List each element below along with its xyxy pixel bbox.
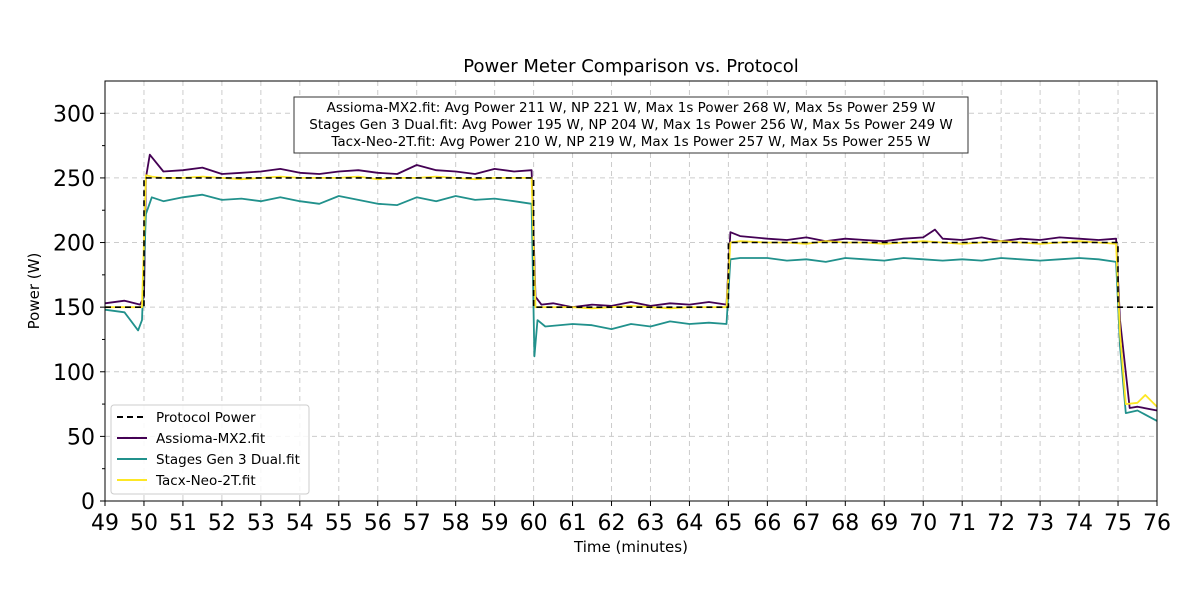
- legend-frame: [110, 404, 310, 495]
- series-line-stages-gen-3-dual-fit: [104, 193, 1158, 422]
- x-tick-label: 64: [675, 511, 703, 536]
- y-tick-label: 50: [67, 425, 95, 450]
- y-tick-label: 250: [53, 167, 95, 192]
- legend: Protocol Power Assioma-MX2.fit Stages Ge…: [110, 404, 310, 495]
- x-tick-label: 65: [714, 511, 742, 536]
- series-lines: [104, 153, 1158, 422]
- x-tick-label: 56: [364, 511, 392, 536]
- x-tick-label: 57: [403, 511, 431, 536]
- x-tick-label: 68: [831, 511, 859, 536]
- y-axis-label: Power (W): [25, 253, 43, 330]
- stats-box-frame: [293, 96, 969, 154]
- y-tick-label: 150: [53, 296, 95, 321]
- x-tick-label: 52: [208, 511, 236, 536]
- x-tick-label: 58: [442, 511, 470, 536]
- x-tick-label: 51: [169, 511, 197, 536]
- stats-box: Assioma-MX2.fit: Avg Power 211 W, NP 221…: [293, 96, 969, 154]
- x-tick-label: 67: [792, 511, 820, 536]
- x-axis-label: Time (minutes): [573, 538, 688, 556]
- x-tick-label: 69: [870, 511, 898, 536]
- y-tick-label: 300: [53, 102, 95, 127]
- x-tick-label: 72: [987, 511, 1015, 536]
- x-tick-label: 55: [325, 511, 353, 536]
- axis-ticks: 49 50 51 52 53 54 55 56 57 58 59 60 61 62 63 64 65 66 67 68…: [53, 102, 1171, 536]
- plot-area-frame: [104, 80, 1158, 502]
- legend-label-stages: Stages Gen 3 Dual.fit: [156, 452, 300, 468]
- x-tick-label: 74: [1065, 511, 1093, 536]
- y-tick-label: 100: [53, 361, 95, 386]
- y-tick-label: 0: [81, 490, 95, 515]
- stats-line-assioma: Assioma-MX2.fit: Avg Power 211 W, NP 221…: [327, 100, 936, 116]
- x-tick-label: 62: [598, 511, 626, 536]
- x-tick-label: 71: [948, 511, 976, 536]
- series-line-protocol-power: [105, 177, 1157, 309]
- x-tick-label: 66: [753, 511, 781, 536]
- x-tick-label: 59: [481, 511, 509, 536]
- x-tick-label: 63: [636, 511, 664, 536]
- x-tick-label: 53: [247, 511, 275, 536]
- legend-label-tacx: Tacx-Neo-2T.fit: [155, 473, 256, 489]
- legend-label-protocol: Protocol Power: [156, 410, 256, 426]
- legend-label-assioma: Assioma-MX2.fit: [156, 431, 265, 447]
- y-tick-label: 200: [53, 232, 95, 257]
- x-tick-label: 76: [1143, 511, 1171, 536]
- x-tick-label: 61: [559, 511, 587, 536]
- x-tick-label: 73: [1026, 511, 1054, 536]
- series-line-assioma-mx2-fit: [104, 153, 1158, 412]
- x-tick-label: 70: [909, 511, 937, 536]
- x-tick-label: 54: [286, 511, 314, 536]
- x-tick-label: 60: [520, 511, 548, 536]
- x-tick-label: 75: [1104, 511, 1132, 536]
- x-tick-label: 49: [91, 511, 119, 536]
- x-tick-label: 50: [130, 511, 158, 536]
- chart-title: Power Meter Comparison vs. Protocol: [463, 56, 799, 77]
- stats-line-tacx: Tacx-Neo-2T.fit: Avg Power 210 W, NP 219…: [330, 134, 930, 150]
- stats-line-stages: Stages Gen 3 Dual.fit: Avg Power 195 W, …: [309, 117, 953, 133]
